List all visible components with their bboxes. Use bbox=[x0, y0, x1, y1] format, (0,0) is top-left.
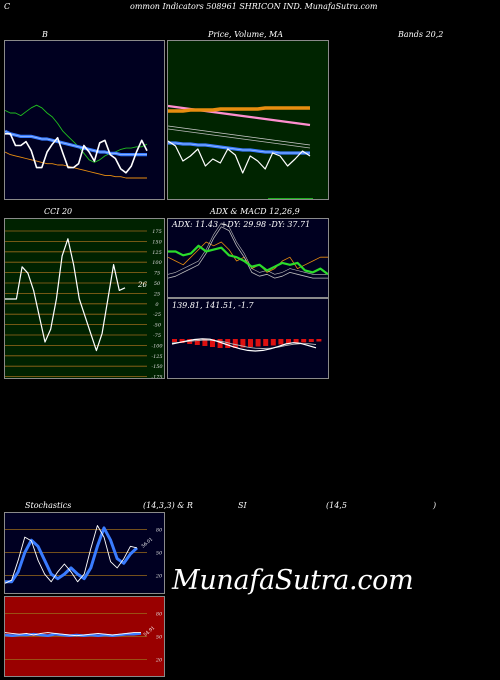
macd-chart bbox=[171, 338, 322, 352]
macd-histogram-bar bbox=[248, 339, 253, 347]
macd-histogram-bar bbox=[225, 339, 231, 348]
header-c: C bbox=[4, 2, 11, 11]
cci-tick-label: -75 bbox=[153, 333, 161, 339]
cci-panel: 175 150 125 100 75 50 25 0 -25 -50 -75 -100 -125 -150… bbox=[4, 218, 165, 379]
label-rsi-close: ) bbox=[433, 501, 437, 510]
cci-tick-label: -125 bbox=[151, 354, 162, 360]
label-price: Price, Volume, MA bbox=[208, 30, 284, 39]
price-panel bbox=[167, 40, 329, 200]
stoch-k-line bbox=[5, 525, 138, 584]
label-bollinger: B bbox=[42, 30, 48, 39]
price-ma-orange bbox=[168, 106, 310, 113]
adx-panel: ADX: 11.43 +DY: 29.98 -DY: 37.71 bbox=[167, 218, 329, 298]
cci-tick-label: -100 bbox=[151, 343, 163, 349]
price-ma-gray-1 bbox=[168, 125, 311, 146]
macd-panel: 139.81, 141.51, -1.7 bbox=[167, 298, 329, 379]
adx-line-shadow bbox=[168, 222, 328, 275]
macd-histogram-bar bbox=[270, 339, 276, 346]
macd-signal bbox=[171, 339, 317, 349]
macd-histogram-bar bbox=[232, 339, 238, 348]
stoch-d-line bbox=[5, 526, 139, 584]
label-bands: Bands 20,2 bbox=[398, 30, 444, 39]
macd-values: 139.81, 141.51, -1.7 bbox=[172, 301, 254, 310]
rsi-line bbox=[5, 632, 141, 637]
stoch-tick-label: 80 bbox=[156, 527, 163, 533]
label-stochastics: Stochastics bbox=[25, 501, 72, 510]
macd-histogram-bar bbox=[316, 339, 322, 342]
label-rsi: SI bbox=[238, 501, 247, 510]
page-header: ommon Indicators 508961 SHRICON IND. Mun… bbox=[130, 2, 378, 11]
rsi-tick-label: 80 bbox=[156, 611, 163, 617]
rsi-panel: 80 50 20 54.91 bbox=[4, 596, 165, 677]
cci-tick-label: 75 bbox=[154, 271, 160, 277]
cci-tick-label: 125 bbox=[152, 250, 162, 256]
cci-tick-label: -175 bbox=[151, 375, 162, 379]
stoch-tick-label: 20 bbox=[155, 574, 163, 580]
stoch-tick-label: 50 bbox=[156, 551, 163, 557]
bollinger-panel bbox=[4, 40, 165, 200]
adx-values: ADX: 11.43 +DY: 29.98 -DY: 37.71 bbox=[172, 220, 311, 229]
price-chart bbox=[168, 104, 313, 199]
bollinger-lower-band bbox=[5, 151, 147, 179]
bollinger-middle-band-core bbox=[5, 130, 147, 155]
price-ma-blue bbox=[168, 141, 310, 155]
macd-histogram-bar bbox=[194, 339, 200, 345]
macd-histogram-bar bbox=[172, 339, 177, 342]
macd-histogram-bar bbox=[217, 339, 223, 348]
cci-last-value: 26 bbox=[137, 281, 147, 289]
stochastics-chart: 80 50 20 56.01 bbox=[5, 525, 163, 584]
watermark: MunafaSutra.com bbox=[172, 565, 414, 596]
rsi-last-value: 54.91 bbox=[142, 625, 156, 638]
rsi-tick-label: 20 bbox=[155, 658, 163, 664]
macd-histogram-bar bbox=[255, 339, 261, 347]
cci-line bbox=[5, 238, 126, 352]
label-stoch-params: (14,3,3) & R bbox=[143, 501, 193, 510]
price-ma-gray-2 bbox=[168, 128, 311, 149]
rsi-chart: 80 50 20 54.91 bbox=[5, 611, 163, 664]
adx-plus-di bbox=[168, 244, 328, 276]
label-adx-macd: ADX & MACD 12,26,9 bbox=[210, 207, 300, 216]
cci-tick-label: -25 bbox=[153, 312, 161, 318]
macd-histogram-bar bbox=[210, 339, 215, 347]
macd-histogram-bar bbox=[263, 339, 269, 346]
cci-tick-label: -150 bbox=[151, 364, 163, 370]
stochastics-panel: 80 50 20 56.01 bbox=[4, 512, 165, 594]
cci-chart: 175 150 125 100 75 50 25 0 -25 -50 -75 -100 -125 -150… bbox=[5, 229, 163, 379]
label-cci: CCI 20 bbox=[44, 207, 73, 216]
price-ma-blue-core bbox=[168, 142, 310, 154]
cci-tick-label: 100 bbox=[152, 260, 162, 266]
cci-tick-label: -50 bbox=[153, 323, 162, 329]
macd-histogram-bar bbox=[202, 339, 208, 346]
bollinger-upper-band bbox=[5, 104, 148, 163]
macd-histogram-bar bbox=[293, 339, 299, 343]
macd-histogram-bar bbox=[308, 339, 314, 342]
cci-tick-label: 50 bbox=[154, 281, 161, 287]
cci-tick-label: 25 bbox=[153, 291, 160, 297]
macd-histogram-bar bbox=[179, 339, 185, 343]
cci-tick-label: 175 bbox=[152, 229, 162, 235]
macd-histogram-bar bbox=[301, 339, 307, 343]
macd-histogram-bar bbox=[240, 339, 246, 348]
bollinger-chart bbox=[5, 104, 148, 179]
rsi-tick-label: 50 bbox=[156, 635, 163, 641]
label-rsi-params: (14,5 bbox=[326, 501, 347, 510]
bollinger-price bbox=[5, 133, 148, 174]
cci-tick-label: 0 bbox=[155, 302, 159, 308]
macd-histogram-bar bbox=[278, 339, 284, 345]
adx-chart bbox=[168, 222, 328, 279]
cci-tick-label: 150 bbox=[152, 239, 162, 245]
macd-histogram-bar bbox=[286, 339, 291, 344]
macd-line bbox=[171, 338, 317, 352]
stoch-last-value: 56.01 bbox=[140, 536, 154, 549]
price-close bbox=[168, 140, 311, 174]
